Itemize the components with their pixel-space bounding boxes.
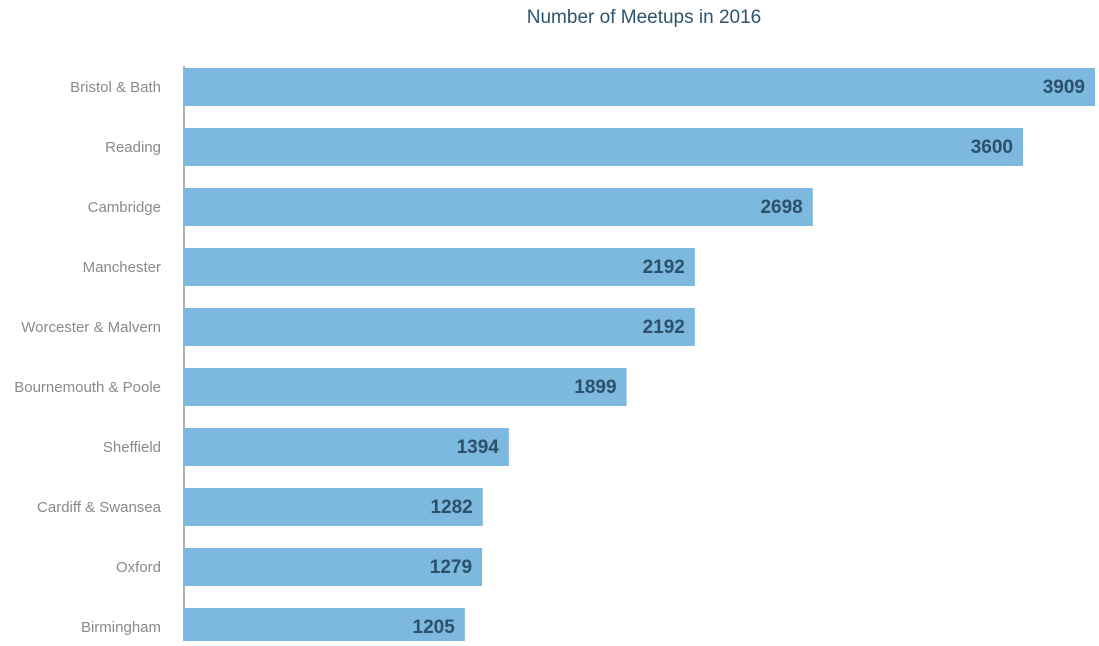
bar [184, 308, 695, 346]
value-label: 1394 [457, 437, 500, 458]
value-label: 1282 [430, 497, 472, 518]
category-label: Bournemouth & Poole [14, 379, 161, 396]
bar [184, 68, 1095, 106]
value-label: 1205 [413, 617, 456, 638]
bar [184, 548, 483, 586]
category-label: Worcester & Malvern [21, 319, 161, 336]
bar [184, 128, 1023, 166]
bar [184, 368, 627, 406]
bar [184, 188, 813, 226]
category-label: Cambridge [88, 199, 161, 216]
chart-title: Number of Meetups in 2016 [527, 7, 761, 28]
value-label: 2192 [643, 257, 685, 278]
value-label: 1279 [430, 557, 472, 578]
bar [184, 608, 465, 646]
value-label: 3909 [1043, 77, 1085, 98]
category-label: Reading [105, 139, 161, 156]
category-label: Oxford [116, 559, 161, 576]
category-label: Cardiff & Swansea [37, 499, 162, 516]
value-label: 2698 [760, 197, 802, 218]
category-label: Birmingham [81, 619, 161, 636]
bar [184, 248, 695, 286]
category-label: Bristol & Bath [70, 79, 161, 96]
category-label: Sheffield [103, 439, 161, 456]
bar [184, 488, 483, 526]
value-label: 3600 [971, 137, 1013, 158]
value-label: 2192 [643, 317, 685, 338]
category-label: Manchester [83, 259, 161, 276]
bar [184, 428, 509, 466]
value-label: 1899 [574, 377, 616, 398]
